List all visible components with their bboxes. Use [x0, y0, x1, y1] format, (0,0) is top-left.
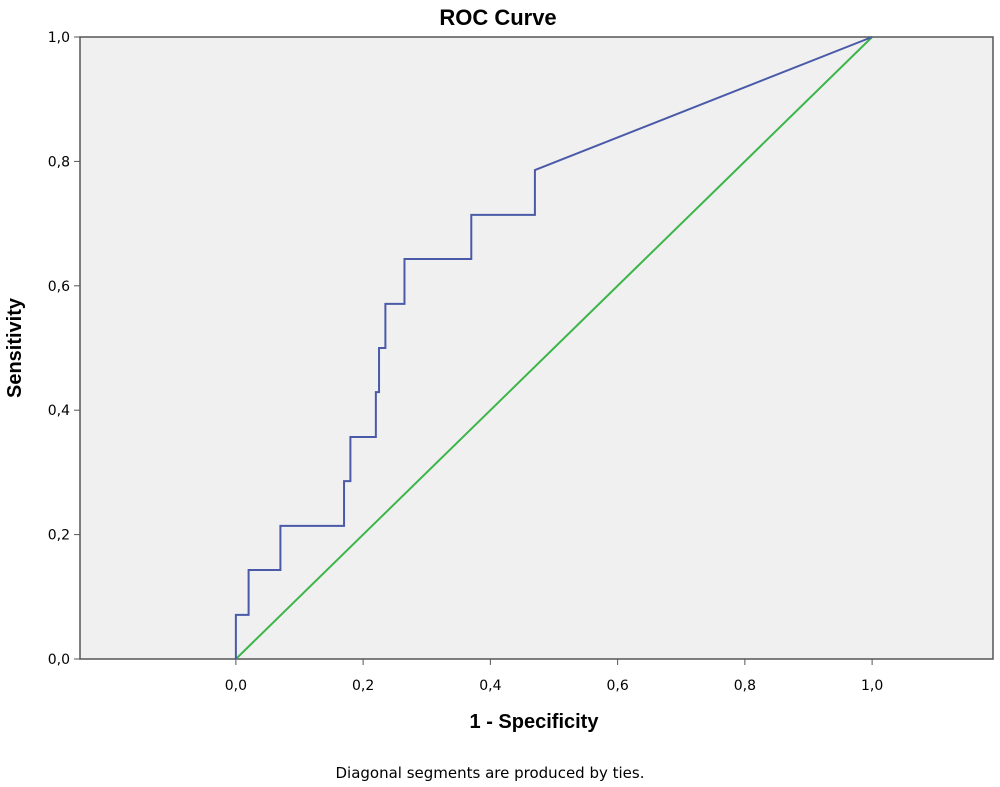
footnote: Diagonal segments are produced by ties. — [335, 764, 644, 782]
x-tick-label: 1,0 — [861, 678, 883, 694]
x-tick-label: 0,6 — [606, 678, 628, 694]
y-axis-label: Sensitivity — [4, 297, 26, 398]
plot-area — [79, 36, 994, 660]
x-tick-label: 0,2 — [352, 678, 374, 694]
roc-curve-line — [234, 36, 873, 659]
x-axis-label: 1 - Specificity — [470, 711, 600, 733]
y-tick-label: 0,2 — [48, 528, 70, 544]
x-tick-label: 0,0 — [225, 678, 247, 694]
chart-title: ROC Curve — [439, 5, 556, 30]
reference-line — [235, 36, 873, 660]
x-axis: 0,0 0,2 0,4 0,6 0,8 1,0 — [225, 659, 883, 694]
x-tick-label: 0,8 — [734, 678, 756, 694]
y-tick-label: 0,4 — [48, 403, 70, 419]
y-tick-label: 0,0 — [48, 652, 70, 668]
y-axis: 0,0 0,2 0,4 0,6 0,8 1,0 — [48, 30, 80, 668]
y-tick-label: 1,0 — [48, 30, 70, 46]
y-tick-label: 0,6 — [48, 279, 70, 295]
y-tick-label: 0,8 — [48, 154, 70, 170]
series-layer — [234, 36, 873, 660]
x-tick-label: 0,4 — [479, 678, 501, 694]
